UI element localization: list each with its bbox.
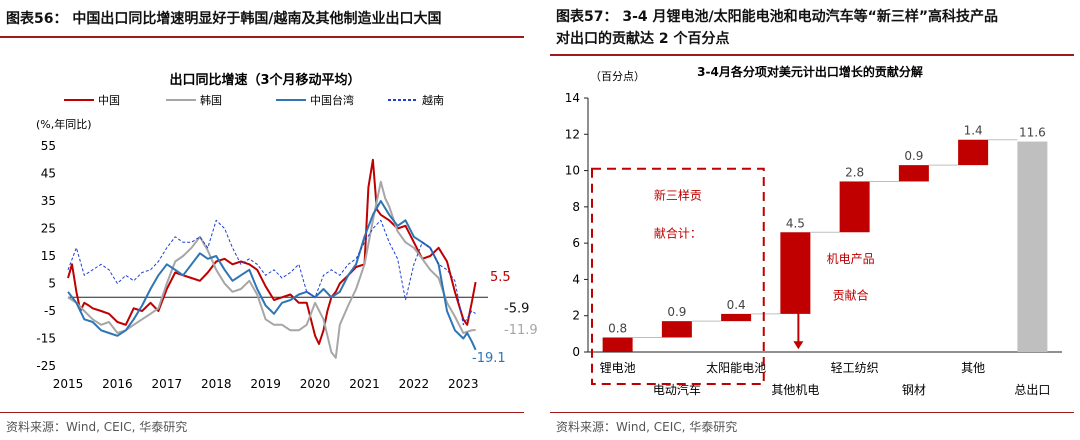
x-tick-label-3: 2017 [152, 377, 183, 391]
bar-1 [602, 337, 633, 352]
end-label-4: -19.1 [472, 351, 506, 366]
y-tick-label-1: 0 [572, 345, 580, 359]
x-category-label-6: 钢材 [902, 383, 926, 397]
right-source: 资料来源：Wind, CEIC, 华泰研究 [556, 420, 738, 434]
right-title-rule [550, 54, 1074, 56]
end-label-3: -11.9 [504, 323, 538, 338]
end-label-1: 5.5 [490, 270, 511, 285]
x-tick-label-9: 2023 [448, 377, 479, 391]
left-bottom-rule [0, 412, 524, 413]
x-tick-label-6: 2020 [300, 377, 331, 391]
left-source: 资料来源：Wind, CEIC, 华泰研究 [6, 420, 188, 434]
x-category-label-1: 锂电池 [600, 360, 636, 375]
y-tick-label-7: -5 [44, 304, 56, 318]
bar-4 [780, 232, 811, 314]
left-line-chart: 出口同比增速（3个月移动平均） (%,年同比) 中国 韩国 中国台湾 越南 55 45 35 25… [36, 72, 538, 391]
x-tick-label-4: 2018 [201, 377, 232, 391]
series-line-1 [67, 158, 477, 345]
y-tick-label-9: -25 [36, 359, 56, 373]
y-tick-label-7: 12 [565, 127, 580, 141]
y-axis-label: (%,年同比) [36, 117, 92, 131]
y-tick-label-5: 15 [41, 249, 56, 263]
x-tick-label-1: 2015 [53, 377, 84, 391]
new-three-group-box [591, 167, 765, 385]
left-figure-title: 图表56： 中国出口同比增速明显好于韩国/越南及其他制造业出口大国 [6, 11, 442, 27]
x-tick-label-7: 2021 [349, 377, 380, 391]
legend-label-4: 越南 [422, 93, 444, 107]
right-figure-title-line2: 对出口的贡献达 2 个百分点 [556, 31, 730, 47]
bar-value-label-6: 0.9 [904, 149, 923, 163]
bar-5 [839, 181, 870, 233]
bar-6 [898, 165, 929, 182]
x-category-label-4: 其他机电 [771, 383, 819, 397]
x-category-label-8: 总出口 [1014, 383, 1050, 397]
annotation-group2-line2: 贡献合 [833, 287, 869, 302]
left-figure: 图表56： 中国出口同比增速明显好于韩国/越南及其他制造业出口大国 出口同比增速… [0, 0, 538, 440]
annotation-group1-line1: 新三样贡 [654, 188, 702, 203]
x-tick-label-8: 2022 [399, 377, 430, 391]
annotation-group2-line1: 机电产品 [827, 252, 875, 266]
bar-2 [661, 321, 692, 338]
bar-value-label-7: 1.4 [964, 124, 983, 138]
bar-7 [958, 139, 989, 166]
bar-value-label-3: 0.4 [727, 298, 746, 312]
right-figure: 图表57： 3-4 月锂电池/太阳能电池和电动汽车等“新三样”高科技产品 对出口… [550, 0, 1080, 440]
series-line-4 [67, 219, 476, 326]
y-axis-label: （百分点） [590, 70, 645, 83]
end-label-2: -5.9 [504, 301, 529, 316]
x-tick-label-5: 2019 [250, 377, 281, 391]
arrow-head-bottom [793, 341, 804, 350]
left-title-rule [0, 36, 524, 38]
x-category-label-2: 电动汽车 [653, 382, 701, 397]
right-figure-title-line1: 图表57： 3-4 月锂电池/太阳能电池和电动汽车等“新三样”高科技产品 [556, 9, 999, 25]
bar-value-label-1: 0.8 [608, 321, 627, 335]
y-tick-label-4: 6 [572, 236, 580, 250]
annotation-group1-line2: 献合计： [654, 226, 702, 241]
y-tick-label-3: 4 [572, 272, 580, 286]
x-category-label-3: 太阳能电池 [706, 360, 766, 375]
chart-title: 出口同比增速（3个月移动平均） [169, 72, 360, 88]
y-tick-label-8: -15 [36, 332, 56, 346]
right-bottom-rule [550, 412, 1074, 413]
y-tick-label-4: 25 [41, 222, 56, 236]
bar-value-label-2: 0.9 [667, 305, 686, 319]
right-figure-title: 图表57： 3-4 月锂电池/太阳能电池和电动汽车等“新三样”高科技产品 对出口… [556, 6, 998, 50]
bar-value-label-8: 11.6 [1019, 126, 1046, 140]
y-tick-label-2: 45 [41, 167, 56, 181]
y-tick-label-6: 5 [48, 277, 56, 291]
x-category-label-7: 其他 [961, 361, 985, 375]
y-tick-label-1: 55 [41, 139, 56, 153]
series-line-2 [67, 180, 476, 359]
x-tick-label-2: 2016 [102, 377, 133, 391]
bar-8 [1017, 141, 1048, 352]
arrow-head-top [793, 234, 804, 243]
legend-label-2: 韩国 [200, 93, 222, 107]
y-tick-label-2: 2 [572, 309, 580, 323]
bar-value-label-5: 2.8 [845, 165, 864, 179]
chart-title: 3-4月各分项对美元计出口增长的贡献分解 [697, 64, 923, 79]
legend-label-3: 中国台湾 [310, 93, 354, 107]
legend-label-1: 中国 [98, 94, 120, 107]
right-waterfall-chart: 3-4月各分项对美元计出口增长的贡献分解 （百分点） 0 2 4 6 8 10 12 14 0.8 0… [565, 64, 1062, 397]
series-line-3 [67, 200, 477, 351]
y-tick-label-5: 8 [572, 200, 580, 214]
y-tick-label-8: 14 [565, 91, 580, 105]
y-tick-label-3: 35 [41, 194, 56, 208]
bar-3 [721, 313, 752, 322]
x-category-label-5: 轻工纺织 [831, 361, 879, 375]
bar-value-label-4: 4.5 [786, 216, 805, 230]
y-tick-label-6: 10 [565, 164, 580, 178]
